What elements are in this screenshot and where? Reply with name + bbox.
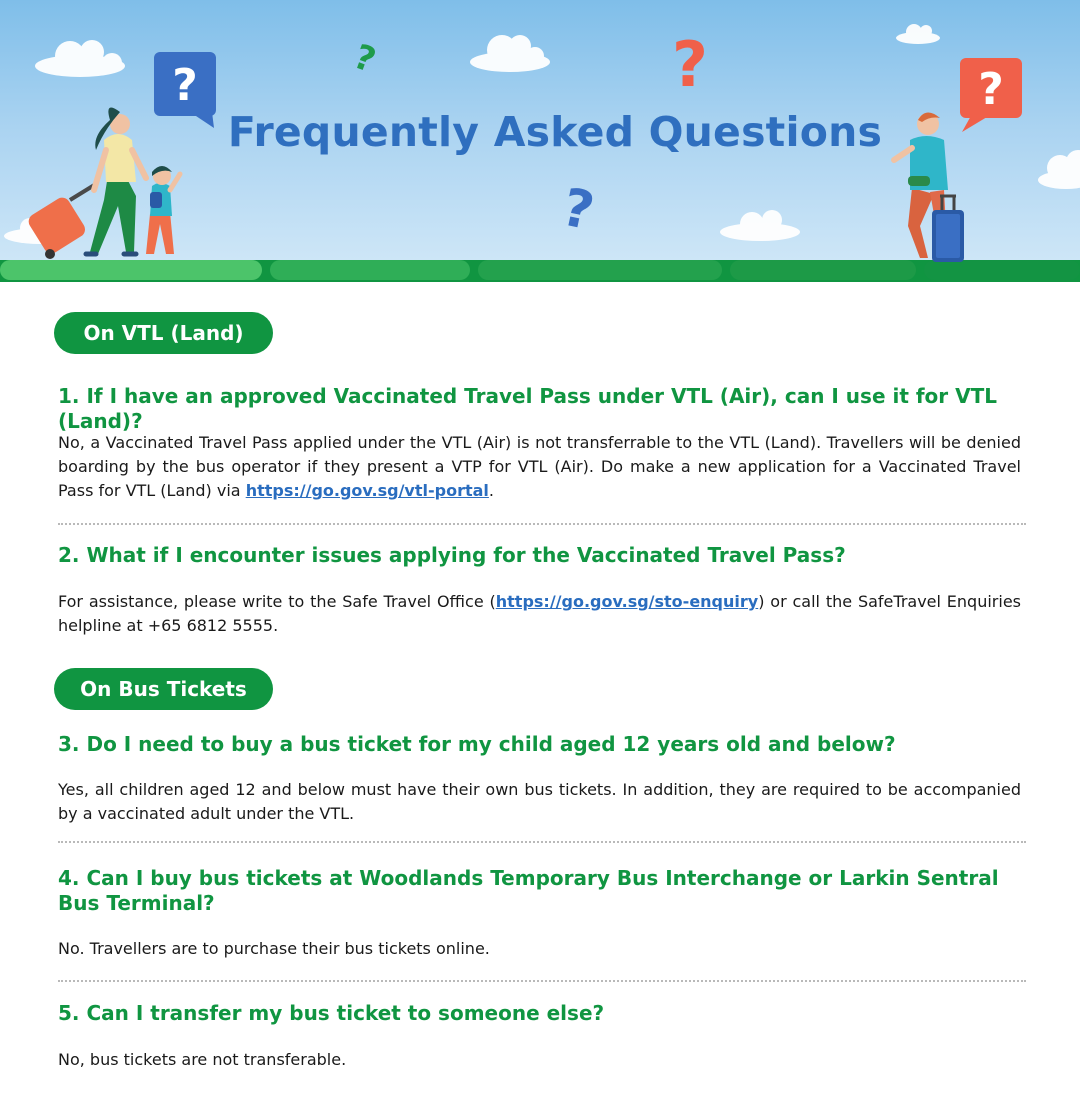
- question-mark-icon: ?: [672, 28, 708, 101]
- answer-text: For assistance, please write to the Safe…: [58, 592, 496, 611]
- question-mark-icon: ?: [349, 37, 381, 81]
- svg-text:?: ?: [978, 64, 1004, 115]
- cloud-icon: [720, 210, 800, 241]
- cloud-icon: [470, 35, 550, 72]
- answer-text: No, a Vaccinated Travel Pass applied und…: [58, 433, 1021, 500]
- faq-question-1: 1. If I have an approved Vaccinated Trav…: [58, 384, 997, 433]
- cloud-icon: [35, 40, 125, 77]
- answer-text: ) or call the SafeTravel Enquiries helpl…: [58, 592, 1021, 635]
- traveller-man-icon: [891, 112, 964, 262]
- question-line: 4. Can I buy bus tickets at Woodlands Te…: [58, 866, 999, 890]
- section-heading-bus-tickets: On Bus Tickets: [54, 668, 273, 710]
- faq-answer-1: No, a Vaccinated Travel Pass applied und…: [58, 431, 1021, 503]
- faq-answer-5: No, bus tickets are not transferable.: [58, 1050, 347, 1069]
- cloud-icon: [1038, 150, 1080, 189]
- faq-question-3: 3. Do I need to buy a bus ticket for my …: [58, 732, 896, 756]
- question-bubble-icon: ?: [154, 52, 216, 128]
- sto-enquiry-link[interactable]: https://go.gov.sg/sto-enquiry: [495, 592, 759, 611]
- divider: [58, 523, 1026, 525]
- question-mark-icon: ?: [557, 178, 599, 243]
- faq-question-2: 2. What if I encounter issues applying f…: [58, 543, 846, 567]
- answer-text: .: [488, 481, 494, 500]
- svg-text:?: ?: [172, 60, 198, 111]
- faq-question-4: 4. Can I buy bus tickets at Woodlands Te…: [58, 866, 1048, 916]
- faq-banner: ? ? ? ? ?: [0, 0, 1080, 282]
- vtl-portal-link[interactable]: https://go.gov.sg/vtl-portal: [245, 481, 489, 500]
- faq-answer-3: Yes, all children aged 12 and below must…: [58, 780, 1021, 823]
- traveller-woman-icon: [28, 107, 149, 259]
- divider: [58, 841, 1026, 843]
- faq-answer-4: No. Travellers are to purchase their bus…: [58, 939, 490, 958]
- question-bubble-icon: ?: [960, 58, 1022, 132]
- section-heading-vtl-land: On VTL (Land): [54, 312, 273, 354]
- traveller-child-icon: [146, 166, 183, 254]
- cloud-icon: [896, 24, 940, 44]
- page-title: Frequently Asked Questions: [227, 108, 883, 156]
- faq-answer-2: For assistance, please write to the Safe…: [58, 590, 1021, 638]
- banner-illustration: ? ? ? ? ?: [0, 24, 1080, 282]
- divider: [58, 980, 1026, 982]
- question-line: Bus Terminal?: [58, 891, 215, 915]
- faq-question-5: 5. Can I transfer my bus ticket to someo…: [58, 1001, 605, 1025]
